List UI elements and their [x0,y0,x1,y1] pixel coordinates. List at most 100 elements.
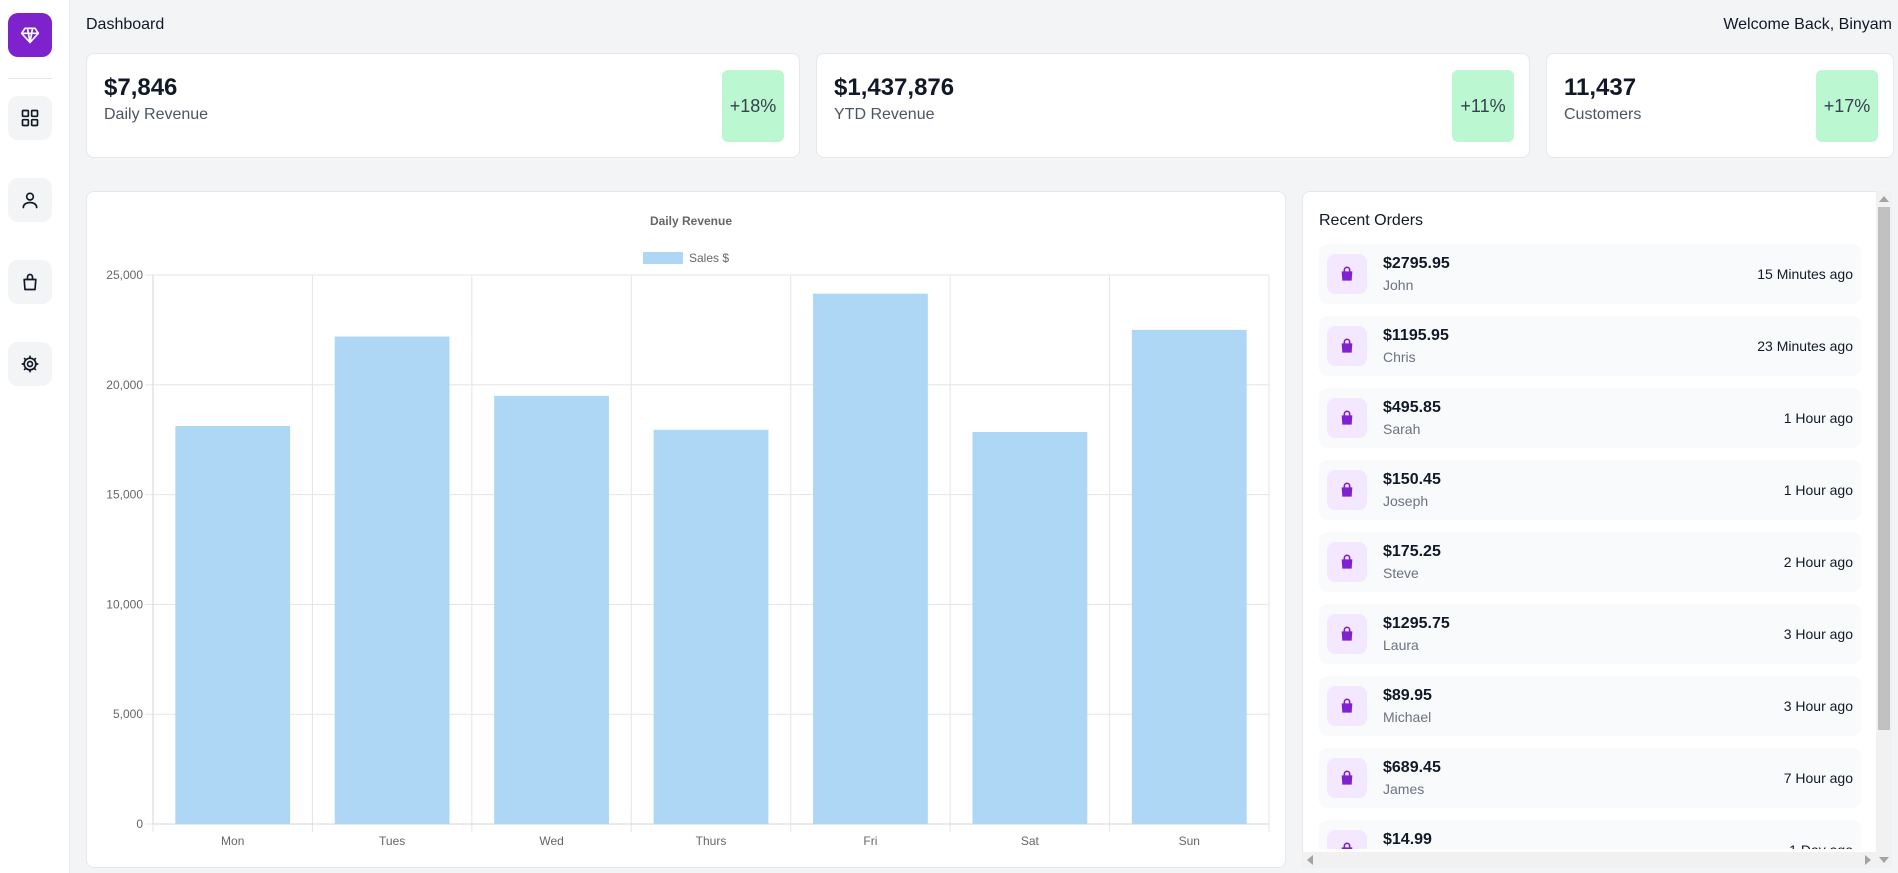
order-icon-box [1327,254,1367,294]
sidebar-divider [8,78,52,79]
order-time: 23 Minutes ago [1757,338,1853,354]
order-amount: $2795.95 [1383,255,1450,272]
diamond-icon [20,27,40,44]
legend-swatch [643,252,683,264]
y-tick-label: 10,000 [106,597,143,611]
shopping-bag-icon [1341,482,1353,497]
sidebar-item-customers[interactable] [8,178,52,222]
recent-orders-list: $2795.95 John 15 Minutes ago $1195.95 Chris 2… [1319,244,1861,849]
order-amount: $689.45 [1383,759,1441,776]
y-tick-label: 0 [136,817,143,831]
y-tick-label: 15,000 [106,488,143,502]
y-tick-label: 20,000 [106,378,143,392]
shopping-bag-icon [1341,770,1353,785]
sidebar-item-settings[interactable] [8,342,52,386]
x-tick-label: Sat [1021,834,1040,848]
order-item[interactable]: $175.25 Steve 2 Hour ago [1319,532,1861,592]
shopping-bag-icon [1341,338,1353,353]
order-customer-name: Joseph [1383,493,1429,509]
stat-card-daily-revenue: $7,846 Daily Revenue +18% [86,53,800,158]
order-time: 3 Hour ago [1783,698,1853,714]
shopping-bag-icon [1341,554,1353,569]
gear-icon [21,355,39,373]
x-tick-label: Thurs [696,834,727,848]
order-item[interactable]: $495.85 Sarah 1 Hour ago [1319,388,1861,448]
order-amount: $14.99 [1383,831,1432,848]
legend-label: Sales $ [689,251,729,265]
shopping-bag-icon [1341,842,1353,849]
order-time: 1 Hour ago [1783,482,1853,498]
stat-change-badge: +17% [1816,70,1878,142]
order-time: 2 Hour ago [1783,554,1853,570]
y-tick-label: 25,000 [106,268,143,282]
recent-orders-panel: Recent Orders $2795.95 John 15 Minutes ago… [1302,191,1892,868]
stat-label: YTD Revenue [834,106,935,123]
order-icon-box [1327,758,1367,798]
order-icon-box [1327,326,1367,366]
order-icon-box [1327,830,1367,849]
chart-bar [334,336,450,824]
sidebar-item-dashboard[interactable] [8,96,52,140]
shopping-bag-icon [1341,410,1353,425]
order-time: 1 Day ago [1789,842,1853,849]
order-icon-box [1327,614,1367,654]
chart-bar [972,432,1088,824]
order-item[interactable]: $2795.95 John 15 Minutes ago [1319,244,1861,304]
order-customer-name: Laura [1383,637,1419,653]
stat-card-customers: 11,437 Customers +17% [1546,53,1894,158]
recent-orders-title: Recent Orders [1319,212,1424,229]
grid-icon [21,109,39,127]
scrollbar-thumb[interactable] [1878,207,1890,730]
order-item[interactable]: $1195.95 Chris 23 Minutes ago [1319,316,1861,376]
order-amount: $150.45 [1383,471,1441,488]
order-time: 3 Hour ago [1783,626,1853,642]
x-tick-label: Wed [539,834,563,848]
chart-bar [813,293,928,824]
order-customer-name: John [1383,277,1414,293]
stat-value: 11,437 [1564,74,1637,101]
order-item[interactable]: $89.95 Michael 3 Hour ago [1319,676,1861,736]
shopping-bag-icon [1341,626,1353,641]
shopping-bag-icon [23,273,37,291]
orders-horizontal-scrollbar[interactable] [1302,852,1876,868]
stat-value: $1,437,876 [834,74,955,101]
scroll-right-arrow[interactable] [1865,855,1871,865]
scroll-down-arrow[interactable] [1879,857,1889,863]
order-customer-name: Sarah [1383,421,1421,437]
order-item[interactable]: $1295.75 Laura 3 Hour ago [1319,604,1861,664]
order-customer-name: Michael [1383,709,1432,725]
order-icon-box [1327,686,1367,726]
x-tick-label: Tues [379,834,405,848]
x-tick-label: Fri [863,834,877,848]
x-tick-label: Mon [221,834,244,848]
order-customer-name: James [1383,781,1425,797]
chart-bar [1131,329,1247,824]
chart-bar [653,429,769,824]
sidebar [0,0,70,873]
brand-logo-button[interactable] [8,13,52,57]
stat-value: $7,846 [104,74,178,101]
order-icon-box [1327,398,1367,438]
order-item[interactable]: $689.45 James 7 Hour ago [1319,748,1861,808]
shopping-bag-icon [1341,698,1353,713]
user-icon [22,192,38,209]
stat-card-ytd-revenue: $1,437,876 YTD Revenue +11% [816,53,1530,158]
sidebar-item-orders[interactable] [8,260,52,304]
shopping-bag-icon [1341,266,1353,281]
order-amount: $175.25 [1383,543,1441,560]
chart-title: Daily Revenue [650,214,732,228]
order-icon-box [1327,542,1367,582]
stat-label: Daily Revenue [104,106,209,123]
scroll-left-arrow[interactable] [1307,855,1313,865]
order-item[interactable]: $150.45 Joseph 1 Hour ago [1319,460,1861,520]
orders-vertical-scrollbar[interactable] [1876,191,1892,868]
scroll-up-arrow[interactable] [1879,196,1889,202]
welcome-message: Welcome Back, Binyam [1723,16,1892,33]
order-amount: $1195.95 [1383,327,1449,344]
order-time: 15 Minutes ago [1757,266,1853,282]
order-item[interactable]: $14.99 1 Day ago [1319,820,1861,849]
daily-revenue-chart-panel: Daily Revenue Sales $ 0 5,000 10,000 15,000 20… [86,191,1286,868]
y-tick-label: 5,000 [113,707,143,721]
stat-label: Customers [1564,106,1642,123]
stat-change-badge: +11% [1452,70,1514,142]
